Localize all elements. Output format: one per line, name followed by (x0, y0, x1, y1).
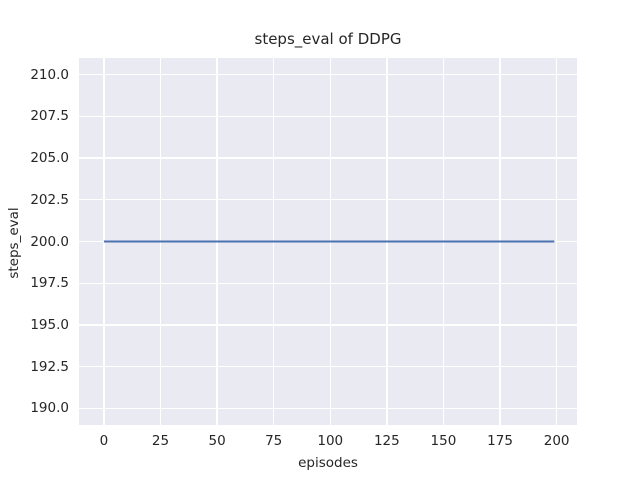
x-tick-label: 75 (265, 433, 283, 449)
y-tick-label: 202.5 (30, 191, 69, 208)
y-tick-label: 200.0 (30, 233, 69, 250)
chart-title: steps_eval of DDPG (254, 30, 402, 48)
y-tick-label: 197.5 (30, 275, 69, 292)
x-axis-label: episodes (298, 455, 358, 471)
x-tick-label: 150 (430, 433, 457, 449)
horizontal-gridline (79, 407, 577, 409)
plot-area (79, 58, 577, 425)
y-tick-label: 207.5 (30, 108, 69, 125)
y-tick-label: 210.0 (30, 66, 69, 83)
y-tick-label: 195.0 (30, 316, 69, 333)
horizontal-gridline (79, 157, 577, 159)
y-tick-label: 190.0 (30, 400, 69, 417)
x-tick-label: 175 (487, 433, 513, 449)
x-tick-label: 25 (151, 433, 170, 449)
data-line-layer (103, 240, 555, 243)
x-tick-label: 200 (543, 433, 570, 449)
x-tick-label: 125 (373, 433, 400, 449)
y-tick-label: 205.0 (30, 150, 69, 167)
horizontal-gridline (79, 282, 577, 284)
horizontal-gridline (79, 73, 577, 76)
x-tick-label: 0 (99, 433, 109, 449)
horizontal-gridline (79, 115, 577, 118)
x-tick-label: 50 (208, 433, 226, 449)
horizontal-gridline (79, 365, 577, 368)
horizontal-gridline (79, 324, 577, 326)
x-tick-label: 100 (317, 433, 344, 449)
y-tick-label: 192.5 (30, 358, 69, 375)
horizontal-gridline (79, 199, 577, 201)
